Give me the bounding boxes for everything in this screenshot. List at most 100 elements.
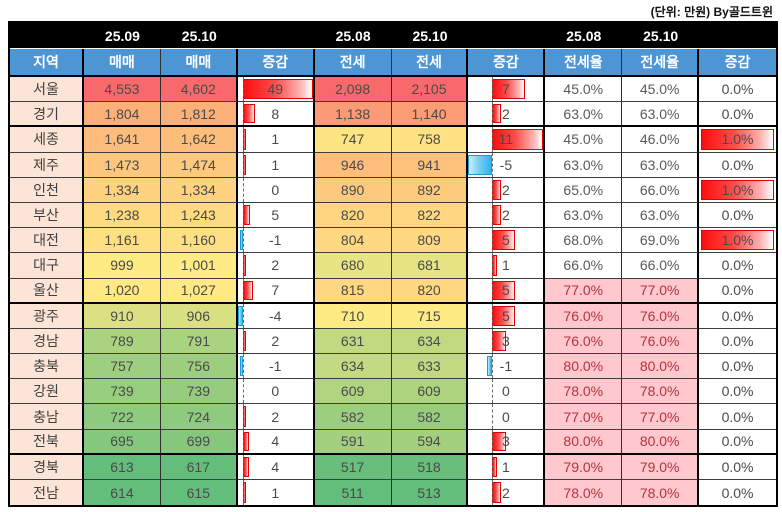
jeonse-ratio-cell[interactable]: 63.0% (622, 152, 700, 178)
change-bar-cell[interactable]: 2 (468, 202, 546, 229)
change-bar-cell[interactable]: 2 (237, 404, 315, 430)
jeonse-ratio-cell[interactable]: 65.0% (545, 177, 623, 203)
change-bar-cell[interactable]: -4 (237, 303, 315, 329)
region-cell[interactable]: 충남 (10, 404, 84, 430)
change-bar-cell[interactable]: 1 (237, 152, 315, 178)
sale-price-cell[interactable]: 1,160 (160, 228, 238, 254)
jeonse-ratio-cell[interactable]: 66.0% (545, 253, 623, 279)
change-bar-cell[interactable]: 5 (468, 278, 546, 304)
sale-price-cell[interactable]: 1,474 (160, 152, 238, 178)
jeonse-price-cell[interactable]: 609 (391, 379, 469, 405)
jeonse-ratio-cell[interactable]: 80.0% (622, 354, 700, 380)
sale-price-cell[interactable]: 756 (160, 354, 238, 380)
column-header-bar[interactable]: 증감 (468, 49, 546, 77)
jeonse-ratio-cell[interactable]: 78.0% (545, 379, 623, 405)
jeonse-price-cell[interactable]: 631 (314, 328, 392, 355)
jeonse-price-cell[interactable]: 2,098 (314, 77, 392, 103)
jeonse-ratio-cell[interactable]: 80.0% (545, 354, 623, 380)
sale-price-cell[interactable]: 1,804 (84, 102, 161, 128)
change-bar-cell[interactable]: 4 (237, 454, 315, 480)
column-header-ratio[interactable]: 전세율 (622, 49, 700, 77)
change-bar-cell[interactable]: 2 (237, 253, 315, 279)
change-bar-cell[interactable]: 5 (468, 303, 546, 329)
change-bar-cell[interactable]: 2 (237, 328, 315, 355)
sale-price-cell[interactable]: 910 (84, 303, 161, 329)
ratio-change-bar-cell[interactable]: 1.0% (699, 127, 776, 153)
region-cell[interactable]: 서울 (10, 77, 84, 103)
month-header-cell[interactable]: 25.08 (314, 23, 392, 49)
change-bar-cell[interactable]: 3 (468, 328, 546, 355)
region-cell[interactable]: 인천 (10, 177, 84, 203)
sale-price-cell[interactable]: 1,334 (84, 177, 161, 203)
sale-price-cell[interactable]: 999 (84, 253, 161, 279)
jeonse-price-cell[interactable]: 1,140 (391, 102, 469, 128)
ratio-change-bar-cell[interactable]: 0.0% (699, 202, 776, 229)
change-bar-cell[interactable]: -5 (468, 152, 546, 178)
jeonse-price-cell[interactable]: 633 (391, 354, 469, 380)
column-header-ratiobar[interactable]: 증감 (699, 49, 776, 77)
ratio-change-bar-cell[interactable]: 0.0% (699, 102, 776, 128)
region-cell[interactable]: 울산 (10, 278, 84, 304)
jeonse-price-cell[interactable]: 758 (391, 127, 469, 153)
change-bar-cell[interactable]: 0 (237, 177, 315, 203)
change-bar-cell[interactable]: 1 (237, 480, 315, 506)
sale-price-cell[interactable]: 739 (84, 379, 161, 405)
change-bar-cell[interactable]: 7 (468, 77, 546, 103)
ratio-change-bar-cell[interactable]: 0.0% (699, 77, 776, 103)
change-bar-cell[interactable]: 5 (468, 228, 546, 254)
jeonse-price-cell[interactable]: 517 (314, 454, 392, 480)
ratio-change-bar-cell[interactable]: 0.0% (699, 354, 776, 380)
jeonse-price-cell[interactable]: 715 (391, 303, 469, 329)
change-bar-cell[interactable]: 8 (237, 102, 315, 128)
column-header-price[interactable]: 전세 (314, 49, 392, 77)
jeonse-price-cell[interactable]: 513 (391, 480, 469, 506)
ratio-change-bar-cell[interactable]: 1.0% (699, 228, 776, 254)
jeonse-price-cell[interactable]: 609 (314, 379, 392, 405)
region-cell[interactable]: 광주 (10, 303, 84, 329)
month-header-cell[interactable]: 25.10 (391, 23, 469, 49)
sale-price-cell[interactable]: 722 (84, 404, 161, 430)
ratio-change-bar-cell[interactable]: 0.0% (699, 253, 776, 279)
sale-price-cell[interactable]: 789 (84, 328, 161, 355)
jeonse-price-cell[interactable]: 582 (391, 404, 469, 430)
sale-price-cell[interactable]: 1,020 (84, 278, 161, 304)
jeonse-ratio-cell[interactable]: 76.0% (622, 303, 700, 329)
change-bar-cell[interactable]: 2 (468, 480, 546, 506)
ratio-change-bar-cell[interactable]: 0.0% (699, 152, 776, 178)
jeonse-price-cell[interactable]: 591 (314, 429, 392, 455)
sale-price-cell[interactable]: 739 (160, 379, 238, 405)
change-bar-cell[interactable]: -1 (237, 354, 315, 380)
sale-price-cell[interactable]: 1,473 (84, 152, 161, 178)
jeonse-ratio-cell[interactable]: 66.0% (622, 177, 700, 203)
jeonse-ratio-cell[interactable]: 79.0% (545, 454, 623, 480)
sale-price-cell[interactable]: 4,553 (84, 77, 161, 103)
jeonse-price-cell[interactable]: 582 (314, 404, 392, 430)
jeonse-ratio-cell[interactable]: 77.0% (545, 404, 623, 430)
jeonse-ratio-cell[interactable]: 80.0% (622, 429, 700, 455)
jeonse-ratio-cell[interactable]: 45.0% (545, 127, 623, 153)
region-cell[interactable]: 전남 (10, 480, 84, 506)
change-bar-cell[interactable]: 7 (237, 278, 315, 304)
sale-price-cell[interactable]: 1,642 (160, 127, 238, 153)
month-header-cell[interactable] (468, 23, 546, 49)
ratio-change-bar-cell[interactable]: 0.0% (699, 429, 776, 455)
sale-price-cell[interactable]: 699 (160, 429, 238, 455)
jeonse-price-cell[interactable]: 815 (314, 278, 392, 304)
jeonse-price-cell[interactable]: 511 (314, 480, 392, 506)
sale-price-cell[interactable]: 614 (84, 480, 161, 506)
sale-price-cell[interactable]: 4,602 (160, 77, 238, 103)
sale-price-cell[interactable]: 757 (84, 354, 161, 380)
sale-price-cell[interactable]: 906 (160, 303, 238, 329)
jeonse-ratio-cell[interactable]: 66.0% (622, 253, 700, 279)
ratio-change-bar-cell[interactable]: 0.0% (699, 278, 776, 304)
change-bar-cell[interactable]: 2 (468, 102, 546, 128)
sale-price-cell[interactable]: 1,027 (160, 278, 238, 304)
change-bar-cell[interactable]: 11 (468, 127, 546, 153)
change-bar-cell[interactable]: 2 (468, 177, 546, 203)
jeonse-price-cell[interactable]: 747 (314, 127, 392, 153)
region-cell[interactable]: 경남 (10, 328, 84, 355)
column-header-price[interactable]: 전세 (391, 49, 469, 77)
jeonse-price-cell[interactable]: 809 (391, 228, 469, 254)
change-bar-cell[interactable]: 0 (468, 404, 546, 430)
region-cell[interactable]: 경북 (10, 454, 84, 480)
